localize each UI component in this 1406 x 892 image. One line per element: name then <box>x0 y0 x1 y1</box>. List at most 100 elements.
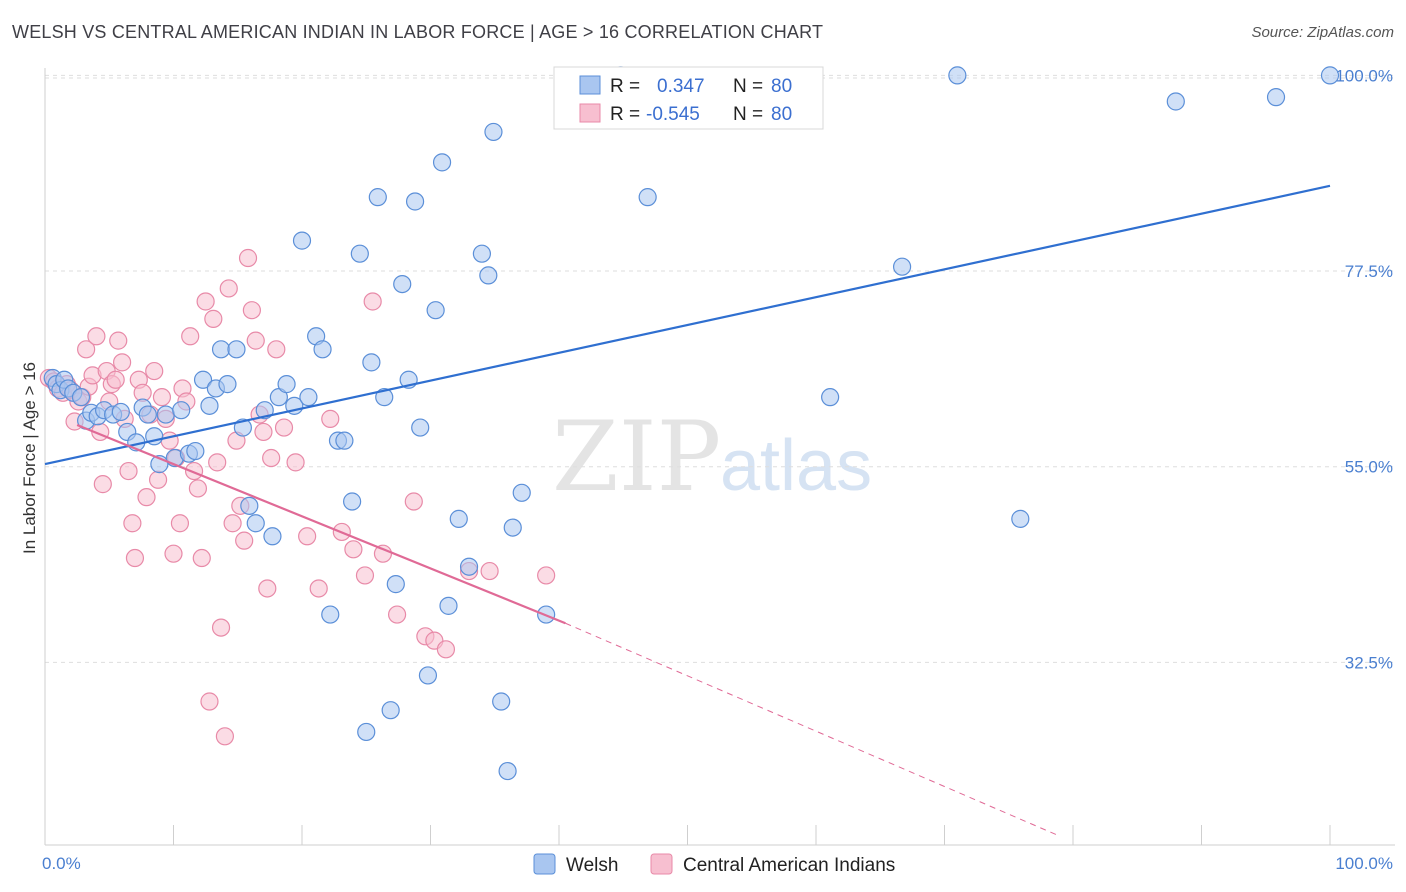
cai-point-70 <box>363 292 382 311</box>
cai-point-44 <box>200 692 219 711</box>
series-legend-swatch-cai <box>650 853 673 875</box>
welsh-point-38 <box>292 231 312 250</box>
cai-point-46 <box>208 453 227 472</box>
cai-point-78 <box>480 561 499 581</box>
legend-r-label-cai: R = <box>610 104 640 125</box>
tick-labels: 32.5% 55.0% 77.5% 100.0% 0.0% 100.0% <box>42 66 1393 873</box>
cai-point-63 <box>286 453 305 472</box>
cai-point-68 <box>344 540 363 559</box>
welsh-point-29 <box>227 340 246 359</box>
cai-point-31 <box>152 388 172 407</box>
series-legend-welsh: Welsh <box>566 855 618 876</box>
y-tick-label-3: 100.0% <box>1335 66 1393 85</box>
cai-point-23 <box>123 514 142 533</box>
welsh-point-30 <box>233 418 252 437</box>
welsh-point-32 <box>246 514 265 533</box>
cai-point-9 <box>77 340 96 359</box>
welsh-point-76 <box>1011 509 1030 528</box>
cai-point-29 <box>145 361 164 381</box>
welsh-point-27 <box>211 340 231 359</box>
grid-lines <box>45 74 1395 663</box>
welsh-point-39 <box>299 388 318 407</box>
welsh-point-63 <box>472 244 491 263</box>
cai-point-59 <box>258 579 277 598</box>
welsh-point-25 <box>200 396 219 415</box>
watermark-atlas: atlas <box>720 426 872 506</box>
cai-point-48 <box>215 727 234 746</box>
welsh-point-53 <box>393 274 412 294</box>
welsh-point-6 <box>71 388 91 407</box>
welsh-point-28 <box>218 375 237 394</box>
y-tick-label-0: 32.5% <box>1345 653 1393 672</box>
welsh-point-42 <box>321 605 340 624</box>
cai-trend-extension <box>565 622 1061 837</box>
welsh-point-55 <box>405 192 425 211</box>
welsh-point-44 <box>335 431 354 450</box>
cai-point-39 <box>181 327 200 346</box>
cai-point-34 <box>164 544 183 563</box>
welsh-point-64 <box>479 266 498 285</box>
welsh-point-75 <box>948 66 967 85</box>
cai-trend-line <box>76 423 566 625</box>
welsh-point-59 <box>432 153 452 172</box>
cai-point-62 <box>274 418 294 437</box>
correlation-legend: R = 0.347 N = 80 R = -0.545 N = 80 <box>553 66 824 130</box>
welsh-point-21 <box>172 401 191 420</box>
legend-swatch-welsh <box>579 75 601 95</box>
cai-point-33 <box>160 431 179 450</box>
welsh-point-74 <box>892 257 912 276</box>
welsh-point-57 <box>418 666 438 685</box>
cai-point-73 <box>404 492 423 511</box>
welsh-point-62 <box>459 557 479 576</box>
legend-swatch-cai <box>579 103 601 123</box>
cai-point-43 <box>196 292 215 311</box>
welsh-point-78 <box>1266 88 1286 107</box>
welsh-point-34 <box>263 527 282 546</box>
legend-n-value-cai: 80 <box>771 104 792 125</box>
cai-point-61 <box>267 340 286 359</box>
welsh-point-41 <box>313 340 332 359</box>
welsh-point-58 <box>426 301 445 320</box>
cai-point-50 <box>223 514 242 533</box>
legend-n-value-welsh: 80 <box>771 76 792 97</box>
welsh-point-68 <box>503 518 522 537</box>
cai-point-36 <box>170 514 190 533</box>
cai-point-47 <box>211 618 231 637</box>
cai-point-19 <box>109 331 128 350</box>
legend-r-label-welsh: R = <box>610 76 640 97</box>
cai-point-41 <box>188 479 208 498</box>
cai-point-20 <box>112 353 132 372</box>
welsh-point-65 <box>484 122 503 142</box>
welsh-point-36 <box>277 375 296 394</box>
x-tick-label-1: 100.0% <box>1335 854 1393 873</box>
cai-point-64 <box>298 527 317 546</box>
cai-point-56 <box>246 331 265 350</box>
cai-point-49 <box>219 279 238 298</box>
cai-point-12 <box>87 327 106 346</box>
welsh-point-50 <box>375 388 394 407</box>
legend-n-label-cai: N = <box>733 104 763 125</box>
welsh-point-51 <box>381 701 400 720</box>
series-legend-cai: Central American Indians <box>683 855 895 876</box>
welsh-point-60 <box>439 596 458 615</box>
cai-point-79 <box>537 566 556 585</box>
watermark-zip: ZIP <box>552 401 721 513</box>
cai-point-14 <box>93 475 112 494</box>
cai-point-18 <box>106 370 125 389</box>
cai-point-58 <box>254 422 273 442</box>
cai-point-53 <box>235 531 254 550</box>
welsh-point-47 <box>357 722 376 742</box>
cai-point-54 <box>238 248 258 268</box>
welsh-point-69 <box>512 483 531 502</box>
welsh-point-24 <box>193 370 213 389</box>
legend-r-value-welsh: 0.347 <box>657 76 705 97</box>
x-tick-label-0: 0.0% <box>42 854 81 873</box>
welsh-point-79 <box>1320 66 1340 85</box>
welsh-point-73 <box>821 388 840 407</box>
welsh-point-61 <box>449 509 468 528</box>
welsh-point-33 <box>255 401 274 420</box>
welsh-trend-line <box>44 184 1331 466</box>
welsh-point-23 <box>186 441 205 461</box>
source-credit: Source: ZipAtlas.com <box>1251 24 1394 41</box>
